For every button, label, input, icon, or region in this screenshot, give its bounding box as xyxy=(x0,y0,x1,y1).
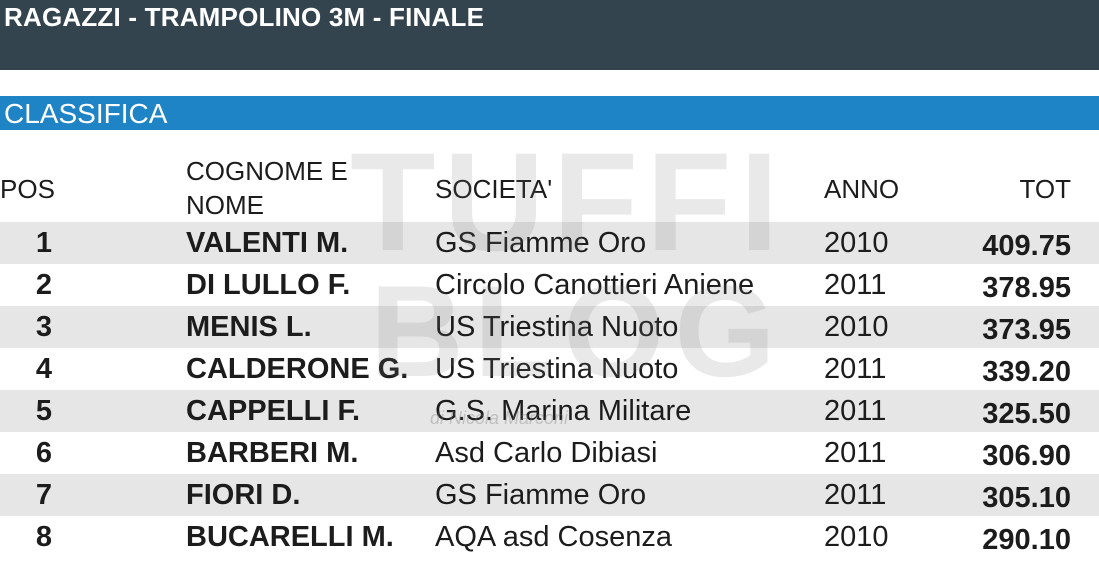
cell-pos: 7 xyxy=(35,479,53,511)
cell-pos: 1 xyxy=(35,227,53,259)
table-row: 2 DI LULLO F. Circolo Canottieri Aniene … xyxy=(0,264,1099,306)
cell-tot: 409.75 xyxy=(982,230,1071,262)
cell-name: BUCARELLI M. xyxy=(186,521,394,553)
cell-anno: 2010 xyxy=(824,227,889,259)
cell-pos: 4 xyxy=(35,353,53,385)
cell-pos: 8 xyxy=(35,521,53,553)
cell-name: CAPPELLI F. xyxy=(186,395,361,427)
cell-pos: 2 xyxy=(35,269,53,301)
cell-anno: 2011 xyxy=(824,437,887,469)
table-row: 8 BUCARELLI M. AQA asd Cosenza 2010 290.… xyxy=(0,516,1099,558)
col-header-anno: ANNO xyxy=(824,174,900,204)
header-bar: RAGAZZI - TRAMPOLINO 3M - FINALE xyxy=(0,0,1099,70)
cell-tot: 305.10 xyxy=(982,482,1071,514)
cell-societa: GS Fiamme Oro xyxy=(435,479,647,511)
cell-pos: 3 xyxy=(35,311,53,343)
cell-tot: 339.20 xyxy=(982,356,1071,388)
cell-tot: 373.95 xyxy=(982,314,1071,346)
cell-anno: 2011 xyxy=(824,269,887,301)
cell-societa: US Triestina Nuoto xyxy=(435,353,679,385)
cell-societa: G.S. Marina Militare xyxy=(435,395,692,427)
col-header-name-line2: NOME xyxy=(186,190,264,220)
ranking-table: POS COGNOME E NOME SOCIETA' ANNO TOT 1 V… xyxy=(0,152,1099,558)
cell-societa: Asd Carlo Dibiasi xyxy=(435,437,658,469)
cell-name: CALDERONE G. xyxy=(186,353,409,385)
section-bar: CLASSIFICA xyxy=(0,96,1099,130)
table-row: 1 VALENTI M. GS Fiamme Oro 2010 409.75 xyxy=(0,222,1099,264)
table-row: 4 CALDERONE G. US Triestina Nuoto 2011 3… xyxy=(0,348,1099,390)
cell-name: FIORI D. xyxy=(186,479,301,511)
cell-anno: 2011 xyxy=(824,353,887,385)
col-header-pos: POS xyxy=(0,174,55,204)
cell-anno: 2011 xyxy=(824,479,887,511)
cell-tot: 306.90 xyxy=(982,440,1071,472)
cell-societa: US Triestina Nuoto xyxy=(435,311,679,343)
section-title: CLASSIFICA xyxy=(4,98,168,129)
table-row: 3 MENIS L. US Triestina Nuoto 2010 373.9… xyxy=(0,306,1099,348)
col-header-name-line1: COGNOME E xyxy=(186,156,348,186)
table-row: 7 FIORI D. GS Fiamme Oro 2011 305.10 xyxy=(0,474,1099,516)
cell-tot: 290.10 xyxy=(982,524,1071,556)
cell-pos: 5 xyxy=(35,395,53,427)
cell-societa: Circolo Canottieri Aniene xyxy=(435,269,755,301)
col-header-tot: TOT xyxy=(1019,174,1071,204)
table-header: POS COGNOME E NOME SOCIETA' ANNO TOT xyxy=(0,152,1099,222)
cell-tot: 325.50 xyxy=(982,398,1071,430)
col-header-societa: SOCIETA' xyxy=(435,174,553,204)
cell-pos: 6 xyxy=(35,437,53,469)
cell-anno: 2010 xyxy=(824,311,889,343)
cell-societa: AQA asd Cosenza xyxy=(435,521,672,553)
table-row: 5 CAPPELLI F. G.S. Marina Militare 2011 … xyxy=(0,390,1099,432)
cell-name: DI LULLO F. xyxy=(186,269,351,301)
cell-anno: 2011 xyxy=(824,395,887,427)
cell-societa: GS Fiamme Oro xyxy=(435,227,647,259)
page-title: RAGAZZI - TRAMPOLINO 3M - FINALE xyxy=(4,2,485,32)
cell-anno: 2010 xyxy=(824,521,889,553)
cell-tot: 378.95 xyxy=(982,272,1071,304)
cell-name: BARBERI M. xyxy=(186,437,359,469)
cell-name: MENIS L. xyxy=(186,311,312,343)
cell-name: VALENTI M. xyxy=(186,227,349,259)
table-row: 6 BARBERI M. Asd Carlo Dibiasi 2011 306.… xyxy=(0,432,1099,474)
